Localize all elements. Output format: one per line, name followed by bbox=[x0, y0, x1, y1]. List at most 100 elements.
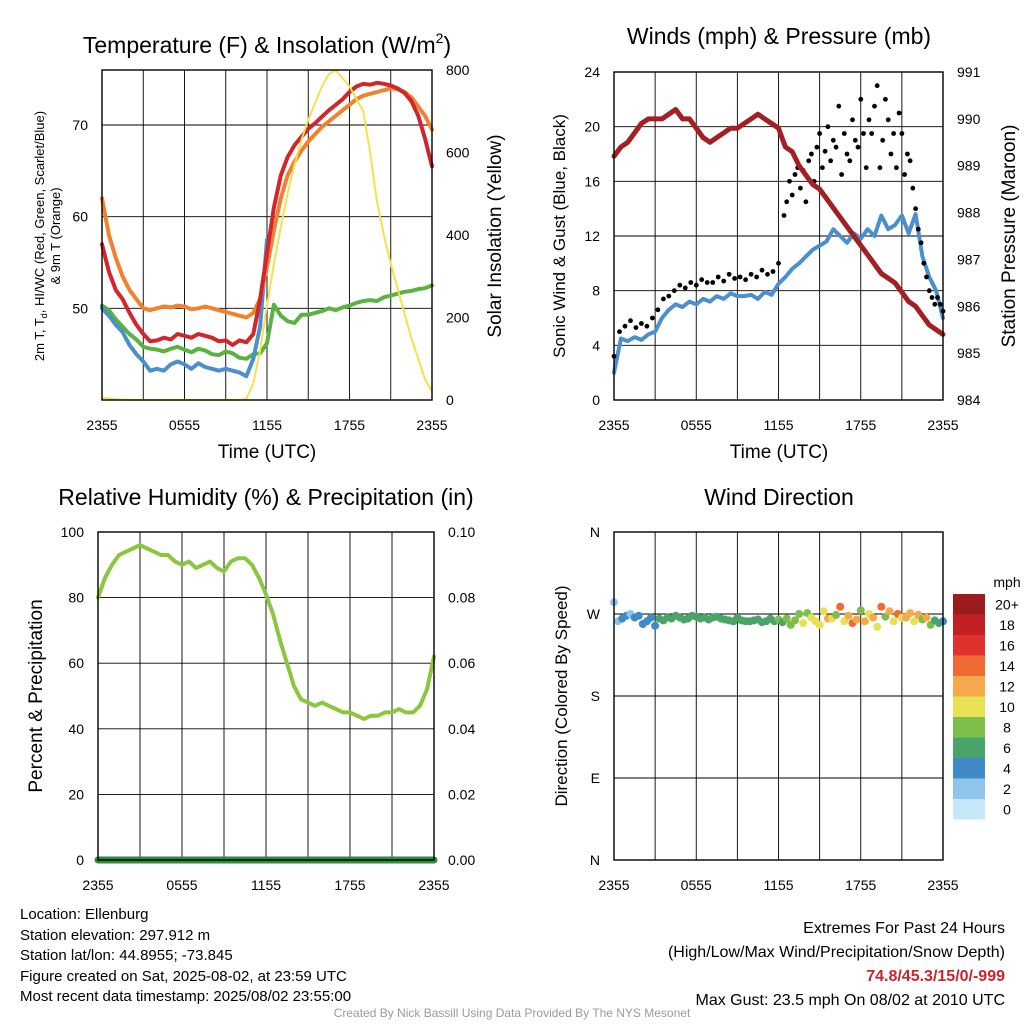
wind-series-line bbox=[612, 212, 945, 375]
colorbar-swatch bbox=[953, 737, 985, 758]
colorbar-swatch bbox=[953, 635, 985, 656]
winds-title: Winds (mph) & Pressure (mb) bbox=[627, 23, 931, 49]
gust-point bbox=[866, 117, 872, 123]
gust-point bbox=[891, 131, 896, 136]
colorbar-label: 18 bbox=[999, 617, 1015, 633]
y-tick-label: 50 bbox=[72, 300, 88, 316]
direction-point bbox=[791, 616, 799, 625]
x-tick-label: 1755 bbox=[845, 877, 876, 893]
y-tick-label: 80 bbox=[68, 590, 84, 606]
direction-point bbox=[795, 610, 804, 618]
gust-point bbox=[715, 274, 721, 280]
gust-point bbox=[869, 131, 875, 136]
gust-point bbox=[880, 137, 886, 143]
winds-ylabel: Sonic Wind & Gust (Blue, Black) bbox=[550, 114, 569, 358]
y2-tick-label: 984 bbox=[957, 392, 981, 408]
gust-point bbox=[748, 271, 754, 277]
gust-point bbox=[905, 151, 910, 157]
colorbar-label: 8 bbox=[1003, 719, 1011, 735]
colorbar-swatch bbox=[953, 676, 985, 697]
y2-tick-label: 0.10 bbox=[448, 524, 475, 540]
y-tick-label: 70 bbox=[72, 117, 88, 133]
colorbar-label: 16 bbox=[999, 637, 1015, 653]
direction-point bbox=[885, 607, 894, 616]
direction-point bbox=[782, 614, 791, 623]
direction-point bbox=[840, 617, 849, 626]
y-tick-label: 8 bbox=[592, 283, 600, 299]
y-tick-label: 16 bbox=[584, 173, 600, 189]
colorbar-swatch bbox=[953, 614, 985, 635]
y-tick-label: 4 bbox=[592, 337, 600, 353]
gust-point bbox=[644, 323, 650, 329]
y-tick-label: 40 bbox=[68, 721, 84, 737]
colorbar-swatch bbox=[953, 799, 985, 820]
gust-point bbox=[863, 165, 869, 171]
gust-point bbox=[776, 260, 781, 266]
y-tick-label: 0 bbox=[592, 392, 600, 408]
y2-tick-label: 200 bbox=[446, 310, 470, 326]
gust-point bbox=[883, 96, 888, 102]
temperature-panel: Temperature (F) & Insolation (W/m2) 2355… bbox=[32, 30, 506, 463]
gust-point bbox=[655, 307, 661, 313]
gust-point bbox=[852, 137, 858, 143]
gust-point bbox=[814, 144, 820, 150]
gust-point bbox=[850, 117, 855, 123]
x-tick-label: 0555 bbox=[681, 417, 712, 433]
gust-point bbox=[833, 144, 839, 150]
gust-point bbox=[885, 117, 891, 123]
y2-tick-label: 0.02 bbox=[448, 786, 475, 802]
gust-point bbox=[743, 277, 748, 283]
gust-point bbox=[710, 280, 716, 285]
gust-point bbox=[932, 301, 938, 307]
x-tick-label: 1155 bbox=[251, 877, 281, 893]
colorbar-swatch bbox=[953, 758, 985, 779]
direction-point bbox=[634, 611, 643, 620]
gust-point bbox=[935, 295, 940, 300]
y2-tick-label: 400 bbox=[446, 227, 470, 243]
gust-point bbox=[639, 321, 644, 326]
wind-direction-plot-frame bbox=[613, 531, 944, 861]
gust-point bbox=[844, 151, 850, 157]
insolation-ylabel: Solar Insolation (Yellow) bbox=[485, 134, 506, 337]
winds-plot-frame bbox=[613, 71, 944, 401]
gust-point bbox=[847, 158, 853, 164]
colorbar-label: 14 bbox=[999, 658, 1015, 674]
figure-created: Figure created on Sat, 2025-08-02, at 23… bbox=[20, 967, 347, 985]
gust-point bbox=[693, 282, 699, 288]
x-tick-label: 2355 bbox=[927, 417, 958, 433]
gust-point bbox=[918, 240, 924, 246]
gust-point bbox=[858, 96, 864, 102]
gust-point bbox=[787, 178, 792, 184]
humidity-panel: Relative Humidity (%) & Precipitation (i… bbox=[26, 484, 475, 893]
temperature-xlabel: Time (UTC) bbox=[218, 442, 317, 463]
x-tick-label: 1155 bbox=[763, 877, 793, 893]
gust-point bbox=[726, 271, 732, 277]
direction-point bbox=[910, 617, 919, 626]
direction-point bbox=[869, 613, 878, 622]
gust-point bbox=[888, 151, 894, 157]
humidity-ylabel: Percent & Precipitation bbox=[26, 599, 47, 792]
gust-point bbox=[661, 296, 666, 302]
gust-point bbox=[937, 301, 943, 307]
gust-point bbox=[792, 172, 798, 177]
extremes-box: Extremes For Past 24 Hours (High/Low/Max… bbox=[668, 917, 1005, 1013]
gust-point bbox=[861, 131, 866, 136]
gust-point bbox=[825, 124, 831, 130]
direction-point bbox=[873, 622, 882, 631]
y2-tick-label: 989 bbox=[957, 158, 981, 174]
gust-point bbox=[798, 185, 803, 191]
y2-tick-label: 800 bbox=[446, 62, 470, 78]
colorbar-label: 4 bbox=[1003, 760, 1011, 776]
gust-point bbox=[789, 192, 795, 198]
max-gust: Max Gust: 23.5 mph On 08/02 at 2010 UTC bbox=[695, 992, 1006, 1009]
direction-point bbox=[815, 620, 824, 629]
colorbar-label: 0 bbox=[1003, 801, 1011, 817]
direction-point bbox=[799, 619, 808, 628]
extremes-subheading: (High/Low/Max Wind/Precipitation/Snow De… bbox=[667, 944, 1005, 961]
gust-point bbox=[926, 288, 932, 294]
wind-direction-title: Wind Direction bbox=[704, 484, 854, 510]
station-info: Location: Ellenburg Station elevation: 2… bbox=[20, 905, 351, 1008]
colorbar-swatch bbox=[953, 778, 985, 799]
gust-point bbox=[855, 144, 861, 150]
gust-point bbox=[874, 83, 880, 89]
